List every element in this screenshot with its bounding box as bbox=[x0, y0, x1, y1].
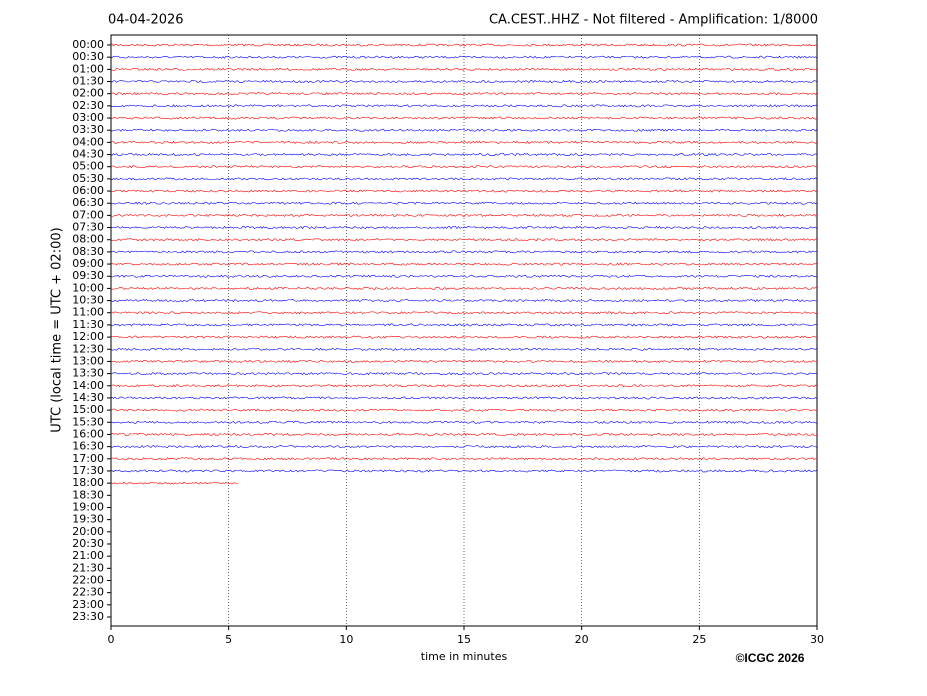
y-tick-label: 08:30 bbox=[72, 245, 104, 258]
y-tick-label: 05:30 bbox=[72, 172, 104, 185]
trace bbox=[110, 238, 818, 242]
trace bbox=[110, 469, 818, 473]
trace bbox=[110, 262, 818, 266]
y-tick-label: 16:30 bbox=[72, 440, 104, 453]
trace bbox=[110, 457, 818, 461]
y-tick-label: 19:30 bbox=[72, 513, 104, 526]
y-tick-label: 04:00 bbox=[72, 135, 104, 148]
trace bbox=[110, 420, 818, 424]
y-tick-label: 23:30 bbox=[72, 610, 104, 623]
y-tick-label: 00:30 bbox=[72, 50, 104, 63]
x-tick-label: 5 bbox=[225, 633, 232, 646]
plot-frame bbox=[110, 34, 818, 627]
trace bbox=[110, 408, 818, 412]
y-tick-label: 14:00 bbox=[72, 379, 104, 392]
y-tick-label: 01:30 bbox=[72, 75, 104, 88]
y-tick-label: 23:00 bbox=[72, 598, 104, 611]
y-tick-label: 03:30 bbox=[72, 123, 104, 136]
y-tick-label: 16:00 bbox=[72, 427, 104, 440]
credit: ©ICGC 2026 bbox=[736, 651, 805, 665]
trace bbox=[110, 104, 818, 108]
y-tick-label: 17:30 bbox=[72, 464, 104, 477]
y-tick-label: 06:30 bbox=[72, 196, 104, 209]
trace bbox=[110, 177, 818, 181]
trace bbox=[110, 445, 818, 449]
y-tick-label: 15:30 bbox=[72, 415, 104, 428]
trace bbox=[110, 92, 818, 96]
x-tick-label: 15 bbox=[457, 633, 471, 646]
y-tick-label: 03:00 bbox=[72, 111, 104, 124]
y-tick-label: 09:00 bbox=[72, 257, 104, 270]
trace bbox=[110, 347, 818, 351]
y-tick-label: 07:30 bbox=[72, 221, 104, 234]
trace bbox=[110, 153, 818, 157]
chart-subtitle: CA.CEST..HHZ - Not filtered - Amplificat… bbox=[489, 13, 818, 28]
chart-title: 04-04-2026 bbox=[108, 13, 184, 28]
y-tick-label: 06:00 bbox=[72, 184, 104, 197]
trace bbox=[110, 116, 818, 120]
y-axis-label: UTC (local time = UTC + 02:00) bbox=[50, 227, 65, 432]
trace bbox=[110, 79, 818, 83]
y-tick-label: 04:30 bbox=[72, 148, 104, 161]
y-tick-label: 10:30 bbox=[72, 294, 104, 307]
y-tick-label: 21:30 bbox=[72, 561, 104, 574]
y-tick-label: 20:00 bbox=[72, 525, 104, 538]
x-tick-label: 25 bbox=[692, 633, 706, 646]
y-tick-label: 22:30 bbox=[72, 586, 104, 599]
y-tick-label: 08:00 bbox=[72, 233, 104, 246]
y-tick-label: 21:00 bbox=[72, 549, 104, 562]
y-tick-label: 15:00 bbox=[72, 403, 104, 416]
trace bbox=[110, 140, 818, 144]
y-tick-label: 09:30 bbox=[72, 269, 104, 282]
trace bbox=[110, 250, 818, 254]
y-tick-label: 00:00 bbox=[72, 38, 104, 51]
trace bbox=[110, 274, 818, 278]
trace bbox=[110, 299, 818, 303]
y-tick-label: 02:30 bbox=[72, 99, 104, 112]
y-tick-label: 01:00 bbox=[72, 62, 104, 75]
y-tick-label: 19:00 bbox=[72, 500, 104, 513]
trace bbox=[110, 128, 818, 132]
trace bbox=[110, 55, 818, 59]
y-tick-label: 05:00 bbox=[72, 160, 104, 173]
x-tick-label: 0 bbox=[108, 633, 115, 646]
trace bbox=[110, 201, 818, 205]
y-tick-label: 18:30 bbox=[72, 488, 104, 501]
trace bbox=[110, 286, 818, 290]
y-tick-label: 11:30 bbox=[72, 318, 104, 331]
y-tick-label: 18:00 bbox=[72, 476, 104, 489]
trace bbox=[110, 225, 818, 230]
x-tick-label: 10 bbox=[339, 633, 353, 646]
y-tick-label: 17:00 bbox=[72, 452, 104, 465]
y-tick-label: 12:00 bbox=[72, 330, 104, 343]
trace bbox=[110, 189, 818, 193]
y-tick-label: 13:30 bbox=[72, 367, 104, 380]
y-tick-label: 12:30 bbox=[72, 342, 104, 355]
y-tick-label: 02:00 bbox=[72, 87, 104, 100]
trace bbox=[110, 396, 818, 400]
trace bbox=[110, 323, 818, 327]
trace bbox=[110, 335, 818, 339]
trace bbox=[110, 213, 818, 217]
y-tick-label: 22:00 bbox=[72, 573, 104, 586]
y-tick-label: 13:00 bbox=[72, 354, 104, 367]
trace bbox=[110, 384, 818, 388]
x-axis-label: time in minutes bbox=[421, 650, 508, 663]
trace bbox=[110, 359, 818, 363]
y-tick-label: 10:00 bbox=[72, 281, 104, 294]
trace bbox=[110, 432, 818, 436]
y-tick-label: 11:00 bbox=[72, 306, 104, 319]
x-tick-label: 20 bbox=[575, 633, 589, 646]
x-tick-label: 30 bbox=[810, 633, 824, 646]
y-tick-label: 20:30 bbox=[72, 537, 104, 550]
trace bbox=[110, 372, 818, 376]
trace bbox=[110, 481, 239, 485]
trace bbox=[110, 67, 818, 71]
trace bbox=[110, 43, 818, 47]
trace bbox=[110, 311, 818, 315]
y-tick-label: 07:00 bbox=[72, 208, 104, 221]
trace bbox=[110, 165, 818, 169]
y-tick-label: 14:30 bbox=[72, 391, 104, 404]
